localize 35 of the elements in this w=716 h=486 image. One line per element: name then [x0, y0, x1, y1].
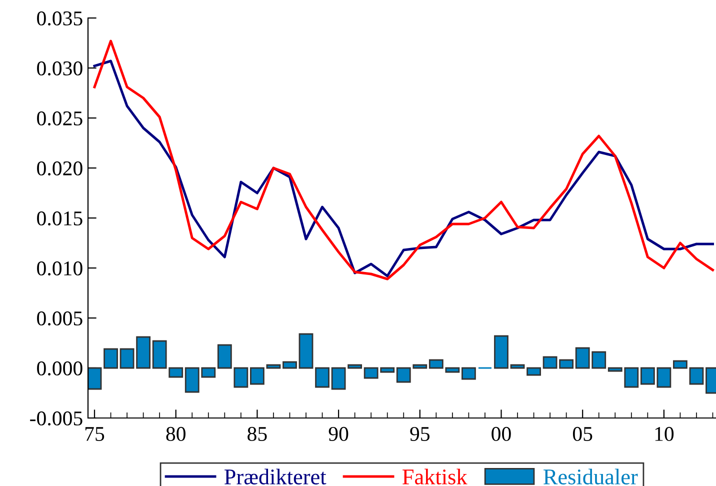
bar — [526, 367, 541, 376]
x-tick-label: 10 — [655, 426, 674, 441]
x-tick-label: 80 — [166, 426, 186, 441]
y-tick-label: 0.005 — [37, 311, 82, 326]
bar — [282, 361, 297, 369]
x-tick-label: 00 — [492, 426, 511, 441]
bar — [250, 367, 264, 385]
bar — [298, 333, 314, 369]
x-tick-label: 95 — [410, 426, 430, 441]
bar — [266, 364, 281, 369]
bar — [120, 348, 134, 369]
legend-label: Prædikteret — [224, 468, 326, 484]
y-tick-label: 0.025 — [37, 111, 82, 126]
x-tick-label: 90 — [328, 426, 348, 441]
bar — [673, 360, 688, 369]
bar — [462, 367, 476, 380]
legend-label: Residualer — [544, 468, 638, 484]
y-tick-label: 0.010 — [37, 261, 82, 276]
y-tick-label: 0.000 — [37, 361, 82, 376]
x-tick-label: 75 — [85, 427, 104, 441]
bar — [136, 336, 151, 369]
y-tick-label: -0.005 — [30, 411, 82, 426]
x-tick-label: 85 — [248, 426, 267, 441]
y-tick-label: 0.030 — [37, 61, 82, 76]
x-tick-label: 05 — [572, 426, 592, 441]
bar — [689, 367, 704, 385]
bar — [88, 367, 102, 390]
bar — [494, 335, 508, 369]
bar — [315, 367, 330, 388]
y-tick-label: 0.015 — [37, 211, 82, 226]
bar — [104, 348, 118, 369]
y-tick-label: 0.020 — [37, 161, 82, 176]
legend-label: Faktisk — [402, 468, 468, 484]
bar — [510, 364, 525, 369]
y-tick-label: 0.035 — [37, 11, 82, 26]
